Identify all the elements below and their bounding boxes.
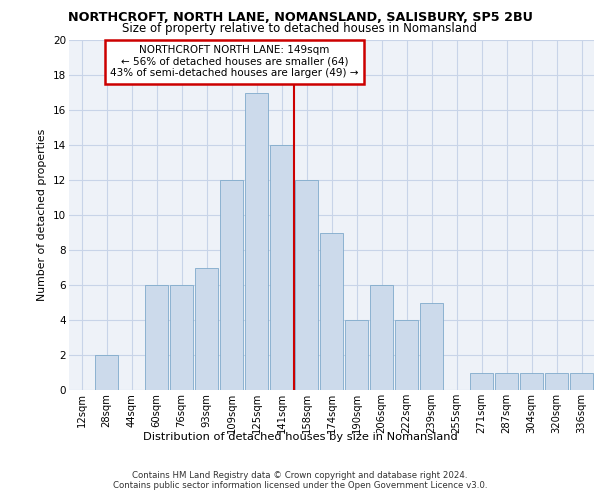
Bar (570, 372, 593, 390)
Bar (245, 92, 268, 390)
Text: Contains public sector information licensed under the Open Government Licence v3: Contains public sector information licen… (113, 481, 487, 490)
Bar (420, 302, 443, 390)
Text: Contains HM Land Registry data © Crown copyright and database right 2024.: Contains HM Land Registry data © Crown c… (132, 471, 468, 480)
Bar (470, 372, 493, 390)
Bar (170, 285, 193, 390)
Bar (545, 372, 568, 390)
Bar (320, 232, 343, 390)
Text: NORTHCROFT NORTH LANE: 149sqm
← 56% of detached houses are smaller (64)
43% of s: NORTHCROFT NORTH LANE: 149sqm ← 56% of d… (110, 46, 359, 78)
Bar (95, 355, 118, 390)
Bar (220, 180, 243, 390)
Bar (370, 285, 393, 390)
Text: Distribution of detached houses by size in Nomansland: Distribution of detached houses by size … (143, 432, 457, 442)
Bar (195, 268, 218, 390)
Bar (520, 372, 543, 390)
Bar (345, 320, 368, 390)
Bar (495, 372, 518, 390)
Bar (145, 285, 168, 390)
Text: NORTHCROFT, NORTH LANE, NOMANSLAND, SALISBURY, SP5 2BU: NORTHCROFT, NORTH LANE, NOMANSLAND, SALI… (68, 11, 532, 24)
Text: Size of property relative to detached houses in Nomansland: Size of property relative to detached ho… (122, 22, 478, 35)
Bar (270, 145, 293, 390)
Bar (295, 180, 318, 390)
Y-axis label: Number of detached properties: Number of detached properties (37, 129, 47, 301)
Bar (395, 320, 418, 390)
